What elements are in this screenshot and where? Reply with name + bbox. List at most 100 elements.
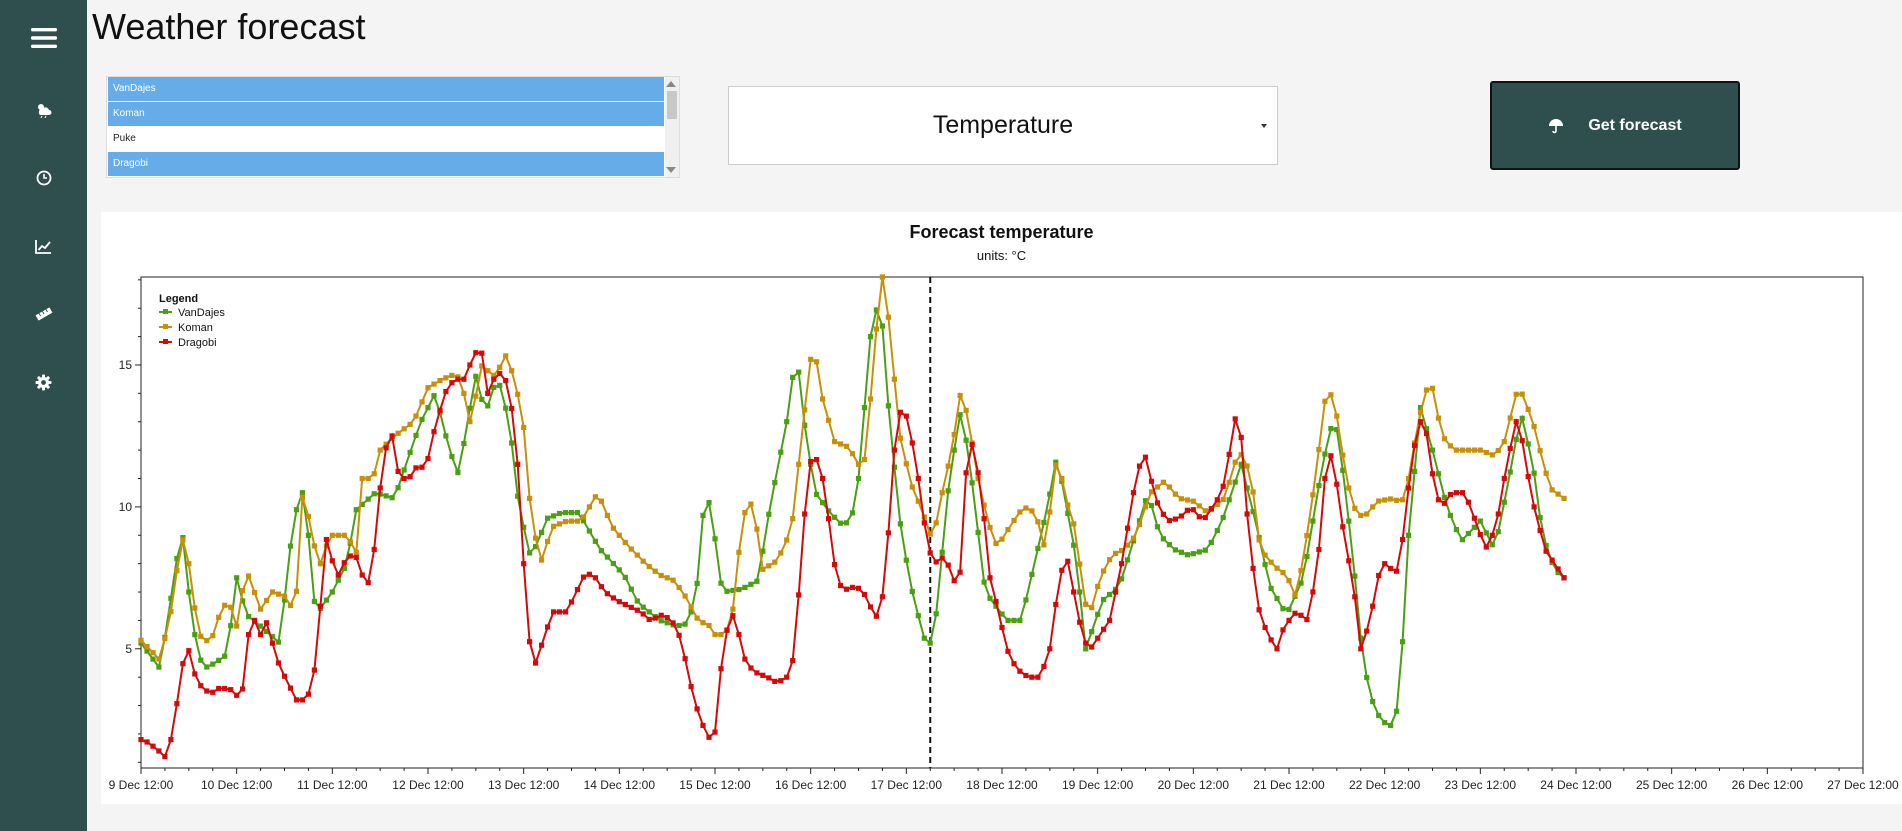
data-point	[461, 390, 467, 396]
data-point	[921, 520, 927, 526]
data-point	[1238, 452, 1244, 458]
data-point	[1107, 557, 1113, 563]
data-point	[389, 495, 395, 501]
data-point	[784, 537, 790, 543]
listbox-scrollbar[interactable]	[665, 77, 679, 177]
data-point	[1220, 514, 1226, 521]
data-point	[1388, 565, 1394, 571]
data-point	[1208, 506, 1214, 512]
data-point	[879, 323, 885, 329]
data-point	[838, 520, 844, 526]
data-point	[1095, 611, 1101, 617]
list-item[interactable]: Dragobi	[108, 152, 664, 176]
series-koman	[138, 274, 1567, 662]
data-point	[431, 429, 437, 435]
data-point	[1035, 545, 1041, 552]
list-item[interactable]: Koman	[108, 102, 664, 126]
scroll-up-icon[interactable]	[666, 81, 676, 87]
data-point	[730, 606, 736, 612]
get-forecast-button[interactable]: Get forecast	[1490, 81, 1740, 170]
data-point	[1053, 462, 1059, 468]
data-point	[610, 595, 616, 601]
data-point	[1125, 542, 1131, 548]
scroll-thumb[interactable]	[667, 91, 677, 119]
data-point	[1023, 505, 1029, 511]
data-point	[174, 701, 180, 707]
data-point	[479, 363, 485, 369]
data-point	[264, 597, 270, 604]
list-item[interactable]: VanDajes	[108, 77, 664, 101]
data-point	[1400, 536, 1406, 543]
data-point	[1286, 606, 1292, 613]
list-item[interactable]: Puke	[113, 133, 136, 144]
sidebar-item-measure[interactable]	[0, 294, 87, 334]
data-point	[1441, 436, 1448, 442]
data-point	[987, 524, 993, 531]
data-point	[275, 660, 282, 666]
data-point	[951, 447, 957, 453]
variable-select[interactable]: Temperature	[728, 86, 1278, 165]
data-point	[1477, 518, 1483, 524]
data-point	[784, 674, 790, 680]
data-point	[341, 560, 347, 566]
data-point	[186, 589, 192, 595]
data-point	[323, 597, 329, 603]
menu-button[interactable]	[0, 18, 87, 58]
data-point	[1005, 617, 1011, 623]
series-dragobi	[138, 350, 1567, 760]
data-point	[1226, 497, 1232, 503]
data-point	[1029, 571, 1035, 577]
sidebar-item-history[interactable]	[0, 158, 87, 198]
data-point	[1017, 617, 1023, 623]
data-point	[1423, 426, 1430, 432]
data-point	[963, 407, 969, 413]
x-tick-label: 14 Dec 12:00	[584, 778, 656, 792]
data-point	[616, 532, 622, 538]
data-point	[515, 461, 521, 467]
data-point	[1184, 507, 1190, 513]
sidebar-item-charts[interactable]	[0, 226, 87, 266]
data-point	[1268, 637, 1274, 643]
data-point	[975, 529, 981, 535]
data-point	[682, 593, 688, 599]
data-point	[742, 656, 748, 662]
data-point	[1238, 461, 1244, 467]
data-point	[138, 737, 144, 743]
data-point	[1394, 708, 1400, 714]
data-point	[873, 613, 879, 619]
data-point	[1334, 413, 1340, 419]
scroll-down-icon[interactable]	[666, 167, 676, 173]
data-point	[413, 413, 419, 419]
data-point	[269, 640, 276, 646]
data-point	[1130, 538, 1137, 544]
data-point	[1089, 629, 1095, 635]
data-point	[724, 588, 730, 594]
data-point	[365, 496, 371, 502]
sidebar-item-weather[interactable]	[0, 90, 87, 130]
data-point	[359, 572, 365, 578]
data-point	[1136, 522, 1143, 528]
data-point	[269, 589, 276, 595]
data-point	[1322, 398, 1328, 404]
data-point	[204, 688, 210, 694]
data-point	[1489, 542, 1495, 548]
data-point	[527, 495, 533, 501]
data-point	[1202, 547, 1208, 553]
data-point	[1495, 529, 1501, 535]
data-point	[568, 510, 575, 516]
sidebar-item-settings[interactable]	[0, 362, 87, 402]
location-listbox[interactable]: VanDajes Koman Puke Dragobi	[106, 76, 680, 178]
get-forecast-label: Get forecast	[1588, 116, 1682, 134]
data-point	[1095, 583, 1101, 589]
data-point	[969, 441, 975, 448]
data-point	[1280, 606, 1286, 612]
data-point	[939, 549, 945, 555]
data-point	[1346, 518, 1352, 524]
data-point	[664, 615, 670, 621]
data-point	[335, 572, 341, 578]
data-point	[999, 624, 1005, 631]
data-point	[736, 587, 742, 593]
data-point	[1453, 447, 1459, 453]
data-point	[1023, 597, 1029, 603]
data-point	[1166, 484, 1172, 490]
